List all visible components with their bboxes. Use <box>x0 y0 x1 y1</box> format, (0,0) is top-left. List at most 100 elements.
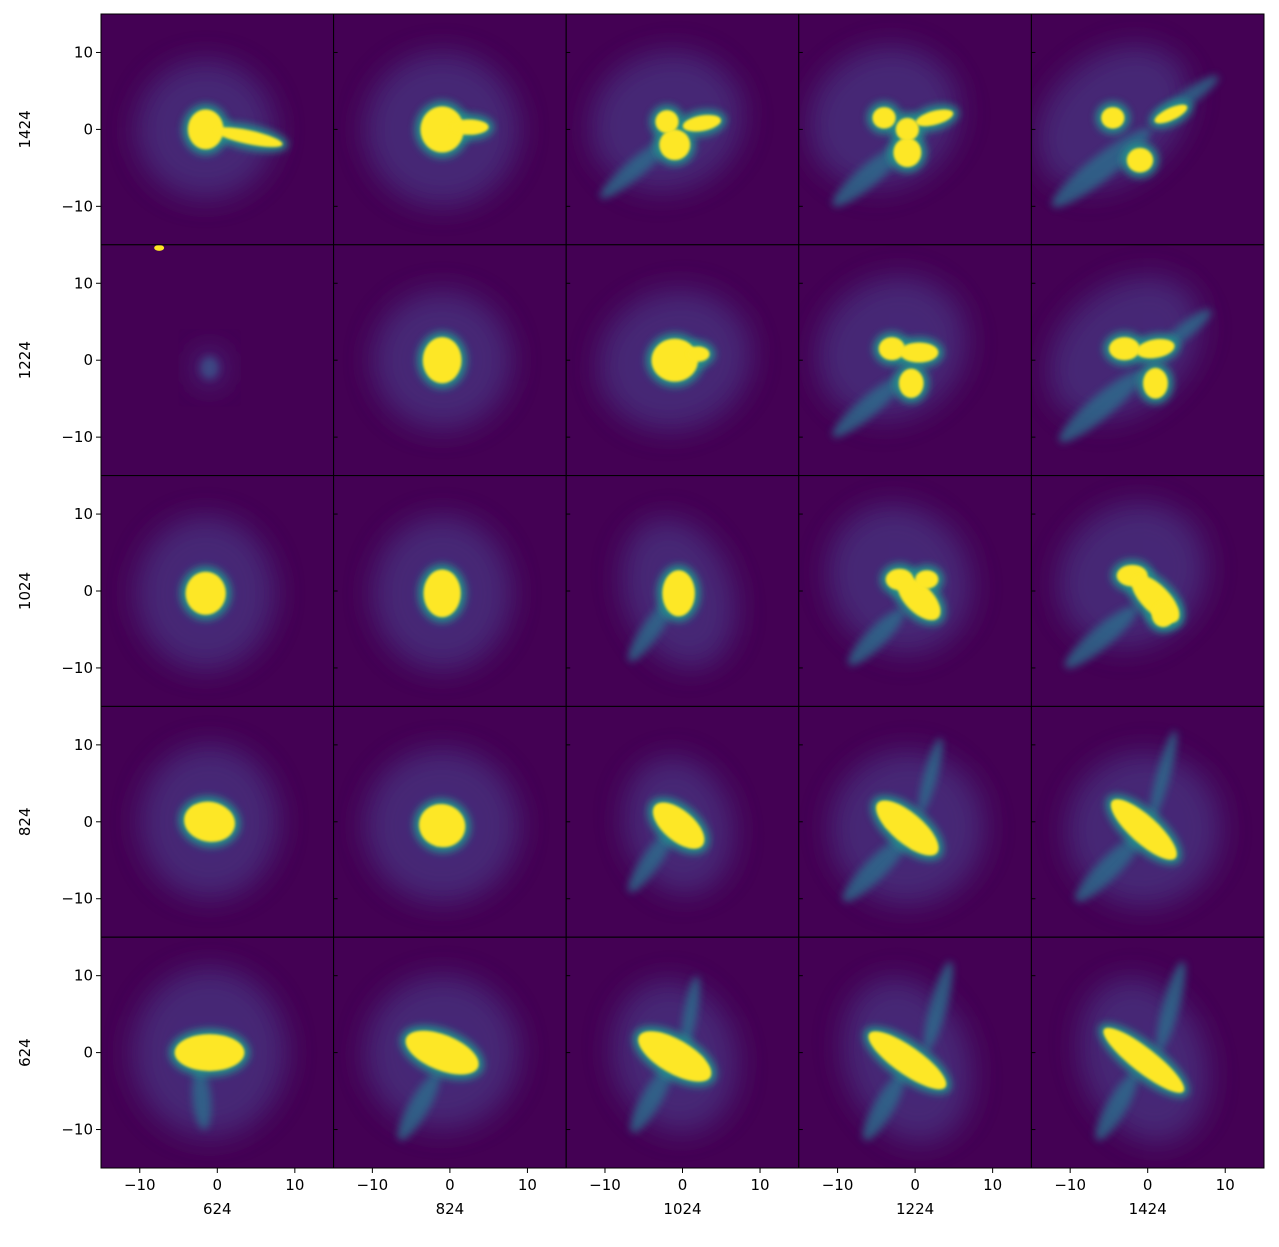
panel-content <box>827 504 972 666</box>
blob-core <box>651 338 699 382</box>
panel-content <box>590 51 744 199</box>
streak <box>397 1072 441 1141</box>
panel-3-1 <box>333 705 567 938</box>
streak <box>630 1064 673 1133</box>
streak <box>192 1067 212 1130</box>
panel-0-1 <box>333 13 567 246</box>
panel-content <box>611 975 738 1133</box>
blob-core <box>422 337 462 384</box>
panel-content <box>135 516 276 671</box>
panel-2-4 <box>1030 475 1265 707</box>
panel-3-4 <box>1030 705 1265 938</box>
panel-content <box>1036 45 1219 208</box>
axes: −10 0 10 −10 0 10 −10 0 10 −10 0 10 −10 0 10 −10 0 10 −10 0… <box>61 43 1234 1194</box>
blob-core <box>420 106 464 153</box>
blob-core <box>1126 147 1154 173</box>
x-tick-label: −10 <box>1054 1176 1086 1194</box>
panel-0-3 <box>798 13 1032 246</box>
panel-4-0 <box>100 936 335 1169</box>
panel-4-2 <box>565 936 800 1169</box>
panel-content <box>135 60 288 199</box>
x-tick-label: −10 <box>357 1176 389 1194</box>
x-tick-label: −10 <box>589 1176 621 1194</box>
y-tick-label: 0 <box>83 1044 93 1062</box>
panel-content <box>139 744 280 899</box>
blob-core <box>418 803 466 848</box>
streak <box>1149 730 1177 821</box>
y-tick-label: −10 <box>61 659 93 677</box>
blob-core <box>1108 337 1140 361</box>
blob-core <box>893 137 922 168</box>
row-label-4: 624 <box>16 1038 34 1067</box>
y-tick-label: 10 <box>74 736 93 754</box>
y-tick-label: −10 <box>61 197 93 215</box>
streak <box>1095 1072 1138 1141</box>
blob-core <box>1101 107 1125 129</box>
panel-4-4 <box>1030 936 1265 1169</box>
panel-content <box>364 52 520 207</box>
col-label-3: 1224 <box>896 1200 934 1218</box>
x-tick-label: 0 <box>910 1176 920 1194</box>
blob-core <box>915 570 939 589</box>
panel-content <box>816 276 967 438</box>
x-tick-label: −10 <box>124 1176 156 1194</box>
blob-core <box>1143 367 1168 399</box>
blob-core <box>405 1030 479 1075</box>
x-tick-label: −10 <box>822 1176 854 1194</box>
blob-core <box>423 569 461 618</box>
row-label-1: 1224 <box>16 341 34 379</box>
col-label-4: 1424 <box>1129 1200 1167 1218</box>
panel-2-0 <box>100 475 335 707</box>
x-tick-label: 10 <box>1216 1176 1235 1194</box>
x-tick-label: 0 <box>213 1176 223 1194</box>
panel-content <box>1078 961 1209 1143</box>
blob-core <box>184 801 235 842</box>
panel-content <box>364 748 520 903</box>
panel-content <box>1048 276 1212 443</box>
blob-core <box>655 110 679 134</box>
panel-2-1 <box>333 475 567 707</box>
x-tick-label: 10 <box>285 1176 304 1194</box>
panel-content <box>598 289 752 431</box>
blob-core <box>174 1034 245 1072</box>
blob-core <box>652 802 705 849</box>
panel-content <box>842 961 973 1143</box>
blob-core <box>686 346 710 362</box>
panel-content <box>372 290 512 430</box>
panel-content <box>132 967 288 1138</box>
blob-core <box>899 342 939 363</box>
x-tick-label: 10 <box>983 1176 1002 1194</box>
y-tick-label: 0 <box>83 813 93 831</box>
x-tick-label: 10 <box>750 1176 769 1194</box>
streak <box>680 975 700 1053</box>
streak <box>628 828 675 893</box>
panel-content <box>621 518 737 668</box>
blob-core <box>915 109 954 127</box>
streak <box>1064 606 1138 669</box>
blob-core <box>638 1031 712 1082</box>
panel-content <box>154 244 226 388</box>
panel-content <box>1057 502 1207 669</box>
panel-3-3 <box>798 705 1032 938</box>
y-tick-label: 0 <box>83 351 93 369</box>
col-label-0: 624 <box>203 1200 232 1218</box>
row-label-3: 824 <box>16 807 34 836</box>
streak <box>1051 128 1151 208</box>
panel-3-0 <box>100 705 335 938</box>
x-tick-label: 0 <box>1143 1176 1153 1194</box>
blob-core <box>1151 601 1175 628</box>
y-tick-label: 0 <box>83 120 93 138</box>
streak <box>599 137 673 199</box>
y-tick-label: 10 <box>74 505 93 523</box>
blob-core <box>449 119 489 135</box>
blob-core <box>1110 799 1177 860</box>
streak <box>1156 961 1186 1052</box>
y-tick-label: 0 <box>83 582 93 600</box>
blob-core <box>1103 1027 1185 1093</box>
blob-core <box>876 800 939 856</box>
blob-core <box>662 570 695 617</box>
panel-4-1 <box>333 936 567 1169</box>
panel-1-1 <box>333 244 567 477</box>
streak <box>918 738 943 814</box>
